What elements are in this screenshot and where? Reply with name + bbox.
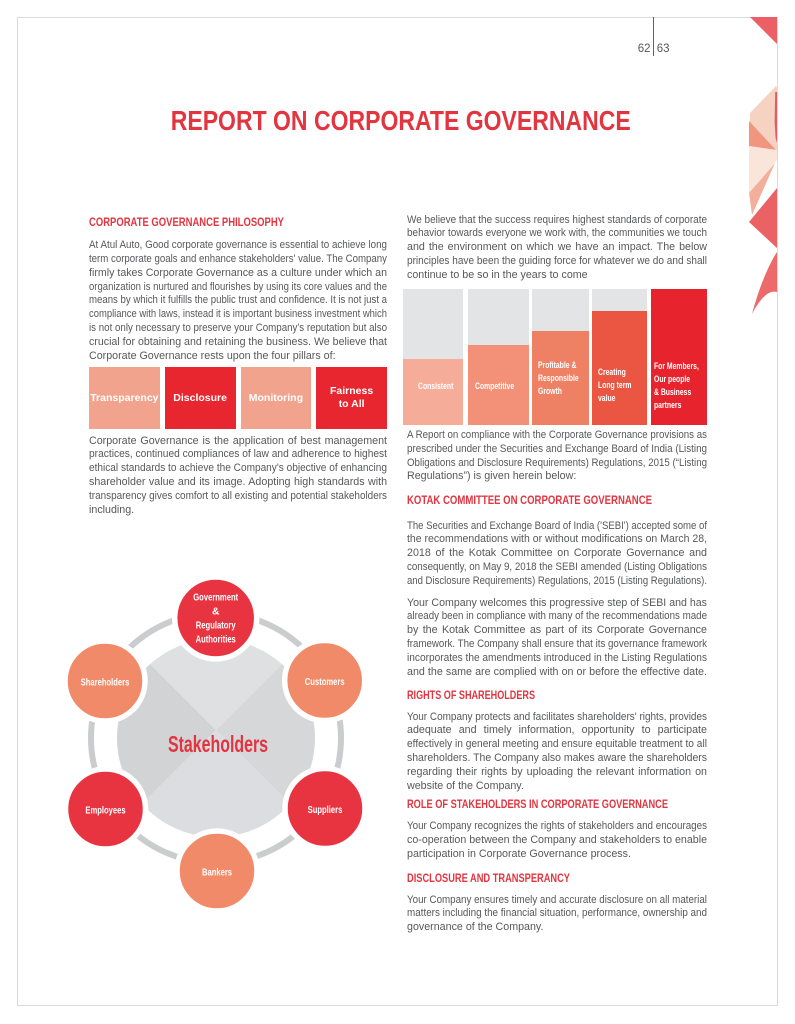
svg-text:Employees: Employees: [85, 806, 125, 817]
svg-text:Stakeholders: Stakeholders: [168, 731, 268, 757]
svg-text:Authorities: Authorities: [196, 635, 236, 646]
svg-text:Customers: Customers: [305, 677, 345, 688]
svg-text:Shareholders: Shareholders: [81, 678, 130, 689]
svg-text:&: &: [212, 607, 220, 618]
svg-text:Regulatory: Regulatory: [196, 621, 236, 632]
svg-text:Bankers: Bankers: [202, 868, 232, 879]
svg-text:Suppliers: Suppliers: [308, 805, 343, 816]
svg-text:Government: Government: [193, 593, 238, 604]
